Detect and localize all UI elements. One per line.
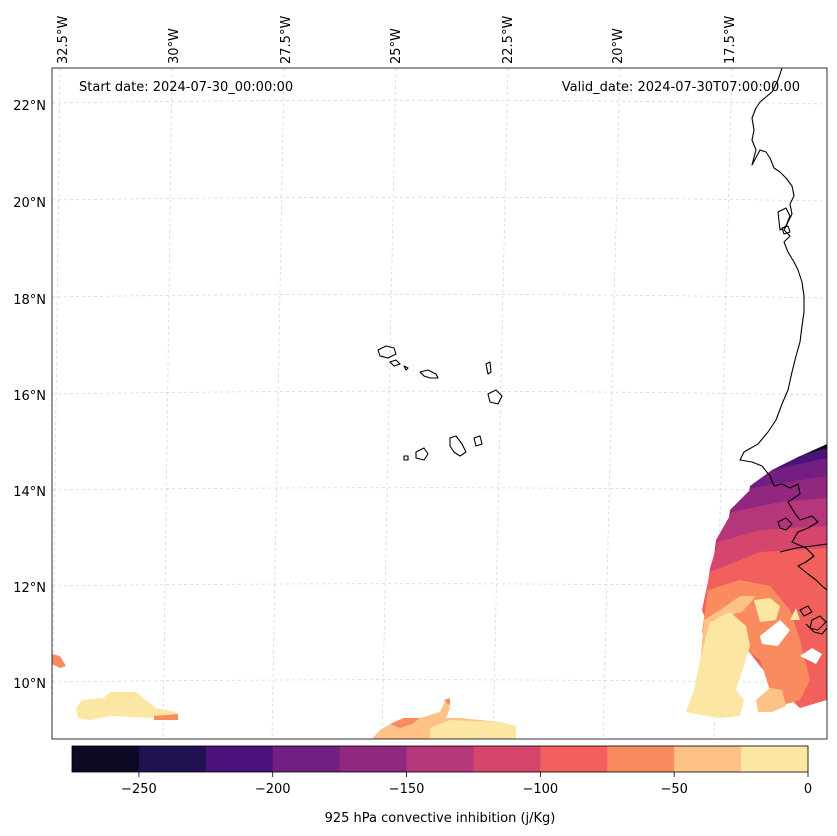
valid-date-label: Valid_date: 2024-07-30T07:00:00.00 [562, 80, 800, 95]
lon-label-32-5w: 32.5°W [56, 16, 71, 64]
colorbar-tick-label: −50 [660, 782, 687, 797]
coastlines [377, 68, 827, 635]
lon-label-20w: 20°W [611, 28, 626, 64]
boa-vista [487, 389, 503, 405]
colorbar-swatch [607, 746, 675, 772]
colorbar-swatch [72, 746, 140, 772]
colorbar-ticks: −250 −200 −150 −100 −50 0 [121, 772, 812, 797]
longitude-tick-labels: 32.5°W 30°W 27.5°W 25°W 22.5°W 20°W 17.5… [56, 16, 738, 64]
parallel-20n [52, 196, 827, 202]
lon-label-27-5w: 27.5°W [279, 16, 294, 64]
parallel-12n [52, 583, 827, 588]
parallel-22n [52, 99, 827, 105]
meridian-32-5w [52, 68, 61, 739]
fogo [415, 447, 429, 461]
lat-label-20n: 20°N [13, 196, 46, 211]
canary-island [777, 207, 791, 231]
map-panel [52, 68, 827, 739]
sao-vicente [389, 359, 401, 367]
colorbar-swatch [741, 746, 809, 772]
lat-label-10n: 10°N [13, 677, 46, 692]
santiago [449, 435, 467, 457]
parallel-18n [52, 293, 827, 299]
lon-label-30w: 30°W [167, 28, 182, 64]
colorbar-swatch [540, 746, 608, 772]
bissagos-islands [799, 605, 827, 631]
cin-contour-region [700, 596, 786, 712]
cin-contour-region [52, 654, 66, 668]
colorbar-tick-label: −250 [121, 782, 157, 797]
lat-label-14n: 14°N [13, 485, 46, 500]
meridian-25w [381, 68, 397, 739]
lat-label-22n: 22°N [13, 99, 46, 114]
brava [403, 455, 409, 461]
colorbar-swatch [272, 746, 341, 772]
cin-contour-region [430, 720, 516, 739]
cin-contour-region [760, 620, 822, 664]
lat-label-16n: 16°N [13, 389, 46, 404]
colorbar-label: 925 hPa convective inhibition (j/Kg) [325, 811, 556, 826]
colorbar-swatch [138, 746, 207, 772]
cin-filled-contours [52, 444, 827, 739]
lon-label-17-5w: 17.5°W [723, 16, 738, 64]
colorbar-swatch [339, 746, 408, 772]
cin-contour-region [686, 598, 800, 718]
colorbar-swatch [674, 746, 742, 772]
colorbar: −250 −200 −150 −100 −50 0 925 hPa convective … [71, 745, 812, 826]
gambia-river [779, 543, 827, 553]
map-frame [51, 67, 828, 740]
africa-coastline [739, 68, 827, 591]
map-background [52, 68, 827, 739]
cin-contour-region [390, 698, 450, 728]
guinea-coast [805, 623, 827, 635]
guinea-bissau-coast [777, 517, 793, 531]
colorbar-tick-label: 0 [804, 782, 812, 797]
santa-luzia [403, 365, 409, 371]
meridian-27-5w [271, 68, 285, 739]
sao-nicolau [419, 369, 439, 379]
colorbar-swatch [473, 746, 541, 772]
colorbar-frame [71, 745, 809, 773]
parallel-16n [52, 390, 827, 396]
parallel-14n [52, 487, 827, 492]
lon-label-22-5w: 22.5°W [501, 16, 516, 64]
colorbar-tick-label: −200 [255, 782, 291, 797]
colorbar-swatch [205, 746, 274, 772]
colorbar-tick-label: −100 [523, 782, 559, 797]
lat-label-12n: 12°N [13, 581, 46, 596]
canary-island-2 [781, 225, 791, 235]
lon-label-25w: 25°W [389, 28, 404, 64]
santo-antao [377, 345, 397, 359]
cin-contour-region [154, 714, 178, 720]
meridian-30w [162, 68, 173, 739]
sal [485, 361, 492, 375]
meridian-22-5w [492, 68, 509, 739]
parallel-10n [52, 679, 827, 684]
colorbar-swatches [72, 746, 809, 772]
latitude-tick-labels: 22°N 20°N 18°N 16°N 14°N 12°N 10°N [13, 99, 46, 692]
colorbar-tick-label: −150 [389, 782, 425, 797]
maio [473, 435, 483, 447]
start-date-label: Start date: 2024-07-30_00:00:00 [79, 80, 293, 95]
meridian-20w [602, 68, 621, 739]
lat-label-18n: 18°N [13, 293, 46, 308]
colorbar-swatch [406, 746, 474, 772]
cin-contour-region [76, 692, 176, 720]
